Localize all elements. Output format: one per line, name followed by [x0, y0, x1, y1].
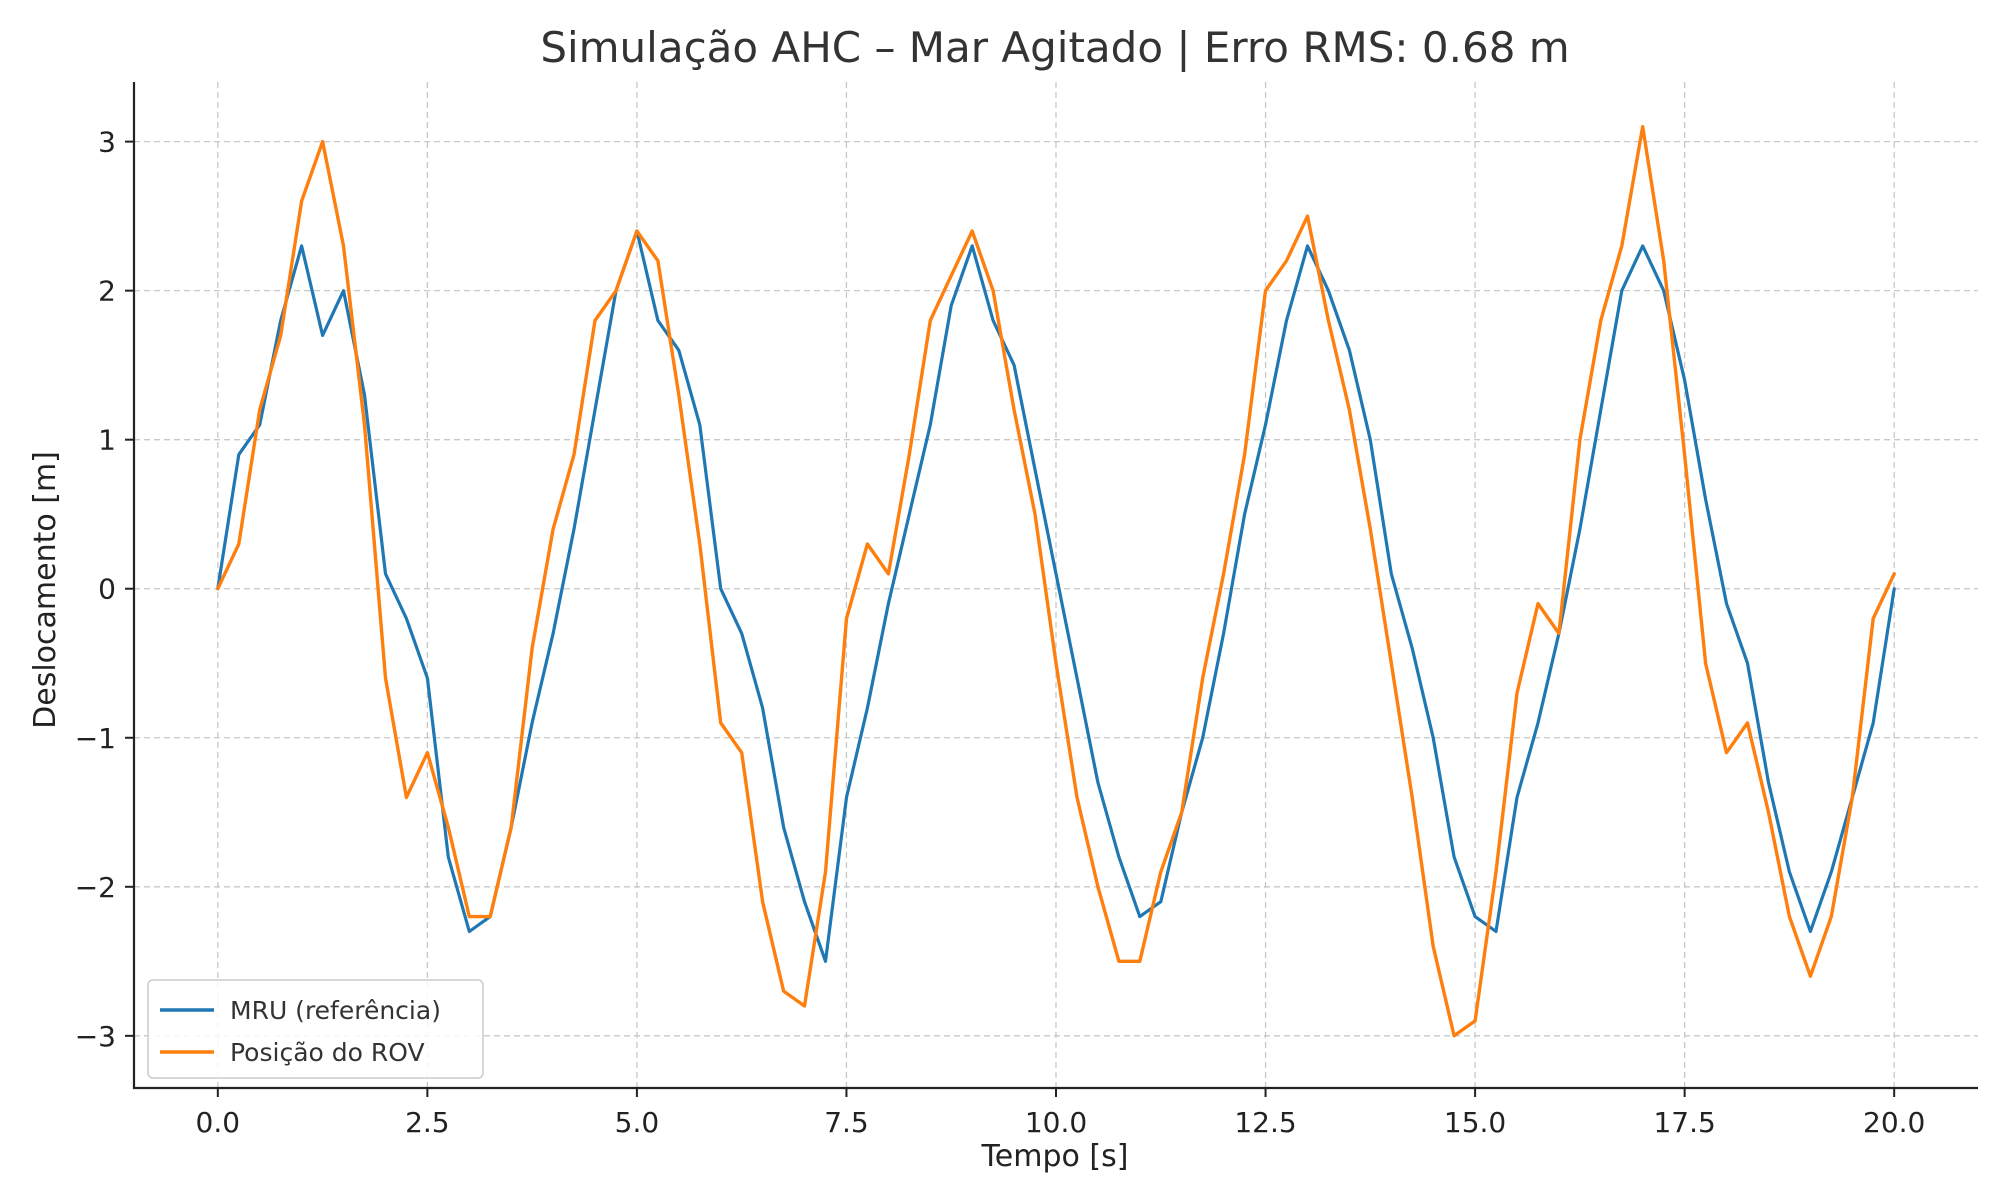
x-axis-label: Tempo [s] [981, 1139, 1129, 1174]
x-tick-label: 15.0 [1444, 1106, 1506, 1139]
y-tick-label: 0 [98, 573, 116, 606]
legend-box [147, 979, 484, 1079]
grid [134, 82, 1978, 1088]
y-tick-label: 1 [98, 424, 116, 457]
x-tick-label: 10.0 [1025, 1106, 1087, 1139]
series-line-rov [216, 125, 1896, 1038]
axes [132, 82, 1978, 1090]
x-tick-label: 7.5 [824, 1106, 869, 1139]
x-tick-label: 20.0 [1863, 1106, 1925, 1139]
y-tick-label: −1 [75, 722, 116, 755]
axis-spines [132, 82, 1978, 1090]
y-tick-label: 3 [98, 126, 116, 159]
chart-title: Simulação AHC – Mar Agitado | Erro RMS: … [540, 23, 1569, 72]
legend-label: MRU (referência) [230, 996, 441, 1025]
x-tick-label: 5.0 [615, 1106, 660, 1139]
series-layer [216, 125, 1896, 1038]
y-tick-label: −2 [75, 871, 116, 904]
x-tick-label: 0.0 [196, 1106, 241, 1139]
y-tick-label: −3 [75, 1020, 116, 1053]
x-tick-label: 12.5 [1234, 1106, 1296, 1139]
y-tick-label: 2 [98, 275, 116, 308]
x-tick-label: 17.5 [1653, 1106, 1715, 1139]
legend: MRU (referência) Posição do ROV [147, 979, 484, 1079]
ticks: 0.0 2.5 5.0 7.5 10.0 12.5 15.0 17.5 20.0 −3 −2 −1 0 1… [75, 126, 1926, 1139]
x-tick-label: 2.5 [405, 1106, 450, 1139]
legend-label: Posição do ROV [230, 1038, 425, 1067]
y-axis-label: Deslocamento [m] [28, 451, 63, 729]
